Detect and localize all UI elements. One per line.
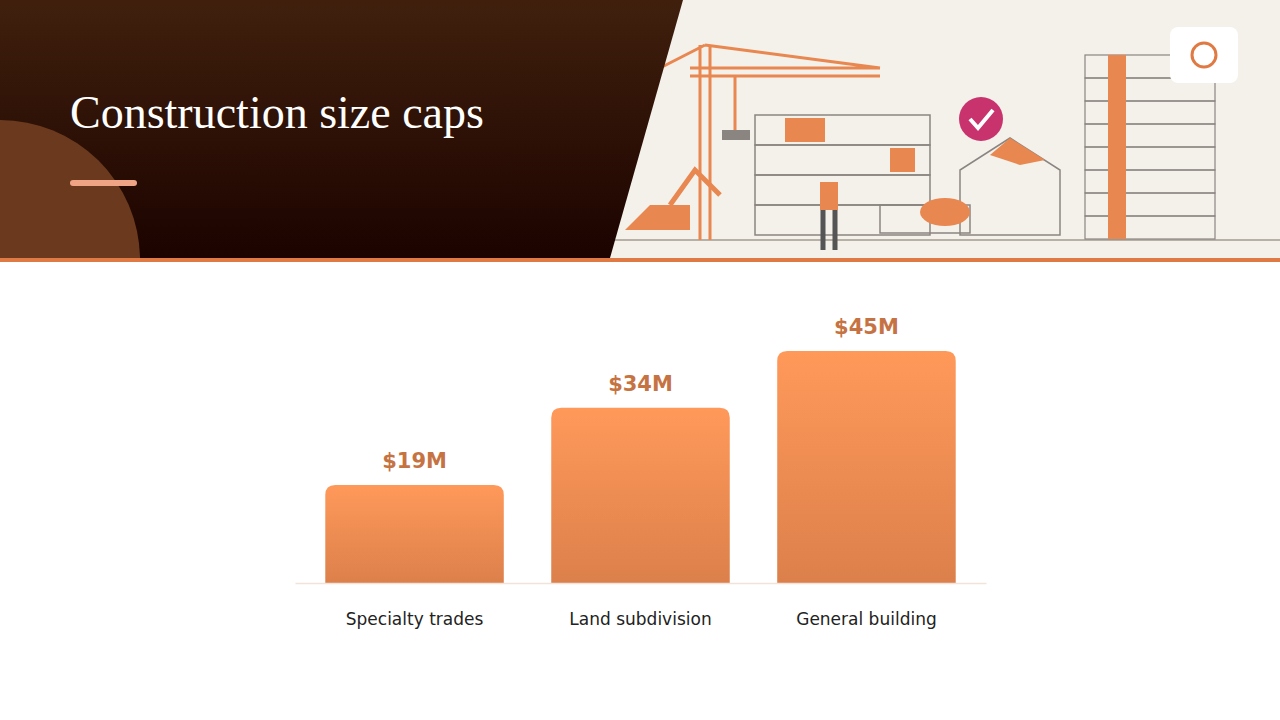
panel — [890, 148, 915, 172]
tick: Land subdivision — [569, 609, 711, 629]
bar — [777, 351, 956, 583]
panel — [785, 118, 825, 142]
tower-floor — [1085, 170, 1215, 193]
tower-floor — [1085, 193, 1215, 216]
illustration-bg — [0, 0, 1280, 258]
house — [960, 138, 1060, 235]
corner-shape — [0, 120, 140, 258]
worker — [820, 182, 838, 210]
tick: Specialty trades — [346, 609, 484, 629]
data-label: $19M — [382, 449, 447, 473]
header-rule — [0, 258, 1280, 262]
excavator — [625, 205, 690, 230]
title: Construction size caps — [70, 87, 484, 138]
tick-label: Land subdivision — [569, 609, 711, 629]
bar — [551, 408, 730, 583]
mixer — [920, 198, 970, 226]
data-label: $34M — [608, 372, 673, 396]
check-mark — [970, 110, 993, 128]
logo-box — [1170, 27, 1238, 83]
data-label: $45M — [834, 315, 899, 339]
tick-label: General building — [796, 609, 937, 629]
bar — [325, 485, 504, 583]
data-labels: $19M $34M $45M — [382, 315, 899, 473]
excavator-arm — [670, 170, 720, 205]
tower-floor — [1085, 101, 1215, 124]
crane — [660, 45, 880, 240]
axis-line — [296, 583, 987, 585]
slide: Construction size caps $19M $34M $45M Specia… — [0, 0, 1280, 720]
floor — [755, 115, 930, 145]
x-axis: Specialty trades Land subdivision General … — [296, 584, 987, 630]
check-badge — [959, 97, 1003, 141]
building — [755, 115, 930, 235]
header — [0, 0, 1280, 262]
title-accent — [70, 180, 137, 186]
floor — [755, 145, 930, 175]
tower-floor — [1085, 124, 1215, 147]
tick: General building — [796, 609, 937, 629]
worker-legs — [823, 210, 835, 250]
tower-floor — [1085, 147, 1215, 170]
crane-load — [722, 130, 750, 140]
logo — [1192, 43, 1216, 67]
floor — [755, 205, 930, 235]
bars — [325, 351, 955, 583]
floor — [755, 175, 930, 205]
tower-column — [1108, 55, 1126, 239]
roof — [990, 138, 1045, 165]
tick-label: Specialty trades — [346, 609, 484, 629]
tower-floor — [1085, 216, 1215, 239]
title-panel — [0, 0, 683, 258]
